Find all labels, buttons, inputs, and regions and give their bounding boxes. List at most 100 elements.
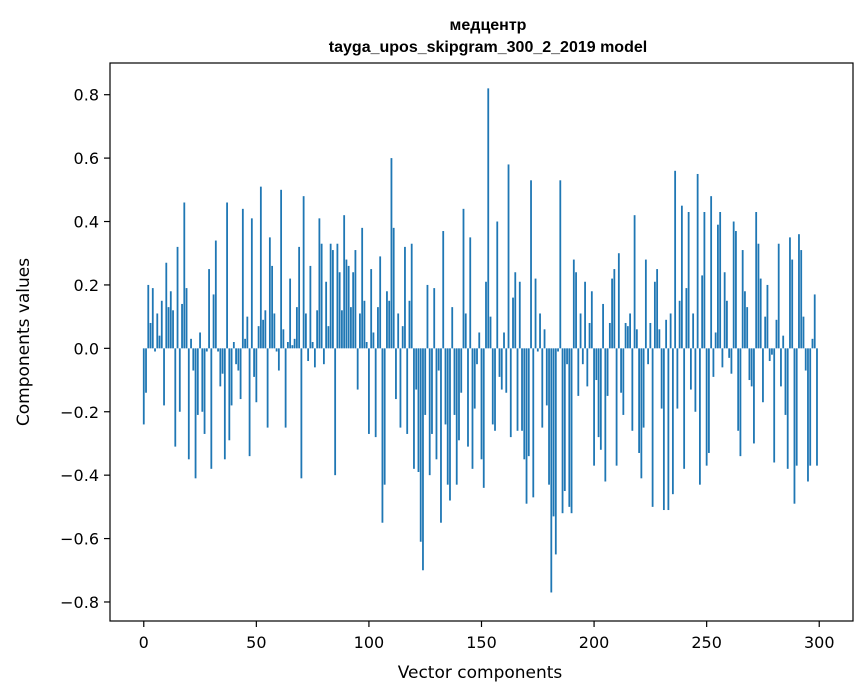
bar [395, 348, 397, 400]
bar [579, 313, 582, 349]
bar [151, 288, 154, 349]
bar [444, 348, 447, 425]
bar [397, 313, 400, 349]
bar [266, 348, 269, 428]
bar [685, 288, 688, 349]
bar [442, 231, 445, 349]
bar [653, 281, 656, 349]
bar [638, 348, 641, 453]
bar [142, 348, 145, 425]
bar [413, 348, 415, 469]
bar [332, 250, 334, 349]
bar [174, 348, 177, 447]
bar [160, 300, 163, 349]
bar [626, 326, 629, 349]
bar [354, 250, 357, 349]
bar [593, 348, 595, 466]
x-axis-label: Vector components [398, 663, 563, 683]
bar [257, 326, 260, 349]
bar [417, 348, 420, 472]
x-tick-label: 50 [246, 633, 266, 652]
bar [386, 291, 388, 349]
bar [307, 348, 310, 362]
bar [313, 348, 316, 368]
bar [699, 348, 701, 485]
bar [284, 348, 287, 428]
bar [518, 281, 521, 349]
bar [649, 322, 652, 349]
bar [550, 348, 553, 593]
bar [359, 313, 361, 349]
bar [280, 189, 283, 349]
bar [208, 269, 210, 349]
bar [390, 158, 393, 349]
bar [701, 275, 704, 349]
bar [811, 338, 814, 349]
bar [530, 180, 532, 349]
bar [807, 348, 809, 482]
bar [223, 348, 226, 460]
bar [478, 332, 481, 349]
y-tick-label: −0.6 [60, 530, 99, 549]
bar [485, 281, 487, 349]
bar [786, 348, 789, 469]
bar [401, 326, 404, 349]
bar [660, 348, 663, 409]
bar [471, 348, 474, 469]
bar [496, 221, 499, 349]
bar [336, 243, 339, 349]
bar [282, 329, 285, 349]
bar [541, 348, 544, 428]
bar [602, 303, 604, 349]
bar [802, 316, 805, 349]
bar [262, 319, 264, 349]
bar [674, 170, 677, 349]
bars-group [142, 88, 818, 593]
bar [692, 313, 695, 349]
bar [750, 348, 753, 387]
bar [714, 332, 717, 349]
bar [631, 348, 634, 431]
bar [608, 322, 611, 349]
bar [584, 281, 586, 349]
bar [622, 348, 625, 415]
bar [662, 348, 665, 511]
bar [741, 250, 744, 349]
bar [264, 310, 267, 349]
bar [244, 338, 246, 349]
bar [165, 262, 168, 349]
bar [557, 348, 559, 352]
bar [534, 278, 537, 349]
bar [764, 316, 767, 349]
bar [311, 342, 314, 349]
bar [617, 253, 620, 349]
bar [728, 348, 731, 358]
bar [255, 348, 258, 403]
bar [345, 259, 348, 349]
bar [671, 348, 674, 495]
bar [183, 202, 186, 349]
bar [581, 348, 584, 365]
bar [809, 348, 812, 466]
bar [737, 348, 740, 431]
bar [185, 288, 188, 349]
bar [620, 348, 622, 393]
bar [527, 348, 530, 457]
bar [563, 348, 566, 492]
bar [241, 208, 244, 349]
bar [730, 348, 733, 374]
bar [762, 348, 764, 403]
bar [361, 227, 364, 349]
bar [480, 348, 483, 460]
bar [458, 348, 460, 441]
bar [235, 348, 237, 365]
bar [181, 303, 183, 349]
bar [689, 348, 692, 390]
bar [575, 272, 577, 349]
bar [368, 348, 370, 434]
bar [498, 348, 501, 377]
bar [334, 348, 337, 476]
bar [613, 269, 616, 349]
bar [798, 234, 800, 349]
bar [768, 348, 771, 362]
